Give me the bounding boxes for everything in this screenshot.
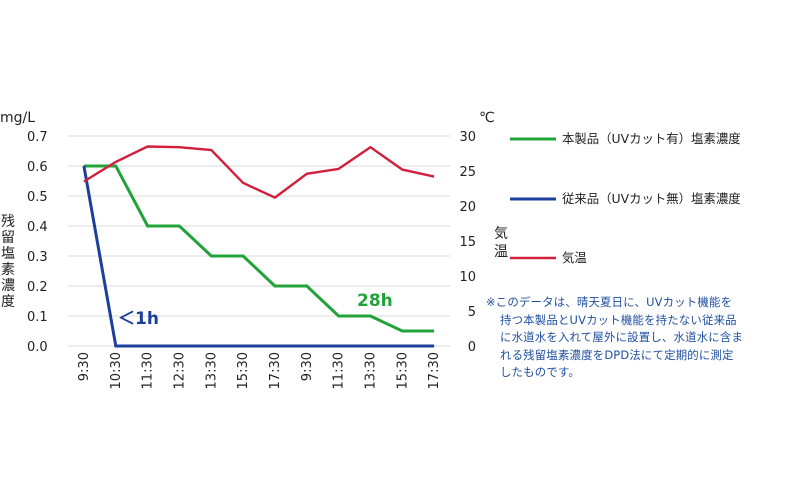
left-axis-title-char: 留 [1,230,15,246]
series-line [83,145,435,199]
left-tick-label: 0.7 [27,130,48,145]
left-axis-title-char: 濃 [1,278,15,294]
left-tick-label: 0.2 [27,280,48,295]
left-axis-title-char: 塩 [1,246,15,262]
left-axis-title-char: 素 [1,262,15,278]
right-axis-title-char: 気 [494,226,508,242]
left-axis-title: 残留塩素濃度 [1,214,15,310]
left-tick-label: 0.5 [27,190,48,205]
legend-label-temperature: 気温 [562,250,587,265]
right-tick-label: 15 [459,235,476,250]
right-tick-label: 25 [459,165,476,180]
measurement-note: ※このデータは、晴天夏日に、UVカット機能を 持つ本製品とUVカット機能を持たな… [486,294,798,382]
note-line: れる残留塩素濃度をDPD法にて定期的に測定 [500,347,734,362]
x-axis: 9:30 10:30 11:30 12:30 13:30 15:30 17:30 9:30 11… [77,352,442,389]
series-line [83,164,435,333]
right-tick-label: 30 [459,130,476,145]
x-tick-label: 9:30 [300,352,315,381]
right-axis: 0 5 10 15 20 25 30 [459,130,476,355]
left-axis: 0.0 0.1 0.2 0.3 0.4 0.5 0.6 0.7 [27,130,48,355]
series-lines [82,145,435,348]
x-tick-label: 11:30 [141,352,156,389]
right-tick-label: 20 [459,200,476,215]
x-tick-label: 17:30 [427,352,442,389]
note-line: に水道水を入れて屋外に設置し、水道水に含ま [500,330,744,344]
left-tick-label: 0.1 [27,310,48,325]
right-tick-label: 0 [468,340,476,355]
x-tick-label: 12:30 [172,352,187,389]
right-tick-label: 10 [459,270,476,285]
note-line: ※このデータは、晴天夏日に、UVカット機能を [486,295,733,309]
annotation-28h: 28h [357,291,393,311]
series-line [82,165,435,348]
left-tick-label: 0.3 [27,250,48,265]
x-tick-label: 13:30 [204,352,219,389]
left-tick-label: 0.0 [27,340,48,355]
x-tick-label: 17:30 [268,352,283,389]
left-tick-label: 0.4 [27,220,48,235]
x-tick-label: 10:30 [109,352,124,389]
x-tick-label: 9:30 [77,352,92,381]
right-axis-title-char: 温 [494,244,508,260]
legend: 本製品（UVカット有）塩素濃度 従来品（UVカット無）塩素濃度 気温 [510,131,741,265]
right-axis-unit: ℃ [479,110,495,126]
right-axis-title: 気温 [494,226,508,260]
left-tick-label: 0.6 [27,160,48,175]
left-axis-title-char: 残 [1,214,15,230]
note-line: したものです。 [500,365,580,379]
note-line: 持つ本製品とUVカット機能を持たない従来品 [500,312,737,327]
right-tick-label: 5 [468,305,476,320]
x-tick-label: 15:30 [236,352,251,389]
legend-label-conventional: 従来品（UVカット無）塩素濃度 [562,191,741,206]
left-axis-unit: mg/L [0,110,35,126]
legend-label-product: 本製品（UVカット有）塩素濃度 [562,131,741,146]
left-axis-title-char: 度 [1,294,15,310]
x-tick-label: 11:30 [332,352,347,389]
x-tick-label: 13:30 [363,352,378,389]
annotation-less-than-1h: ＜1h [118,309,159,329]
x-tick-label: 15:30 [395,352,410,389]
